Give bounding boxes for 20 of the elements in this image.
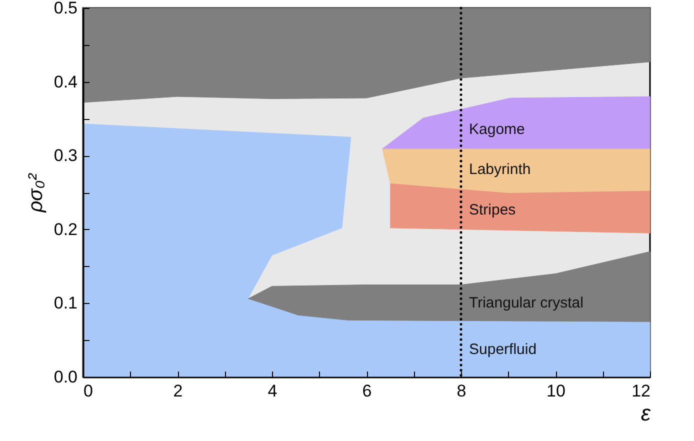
y-tick-label: 0.1 <box>54 294 78 313</box>
series-label: Labyrinth <box>469 161 531 178</box>
x-tick-label: 4 <box>268 382 278 400</box>
series-label: Triangular crystal <box>469 294 584 312</box>
y-tick-label: 0.4 <box>54 72 78 92</box>
series-label: Stripes <box>469 201 516 218</box>
series-label: Kagome <box>469 121 525 138</box>
x-tick-label: 6 <box>362 382 372 400</box>
x-tick-label: 8 <box>456 382 466 400</box>
x-tick-label: 0 <box>84 382 93 400</box>
y-tick-label: 0.5 <box>54 0 78 18</box>
x-axis-title: ε <box>640 400 651 426</box>
y-tick-label: 0.0 <box>54 368 78 386</box>
x-tick-label: 2 <box>173 382 183 400</box>
x-tick-label: 10 <box>546 382 566 400</box>
y-axis-title: ρσ₀² <box>24 172 47 214</box>
x-tick-label: 12 <box>632 382 650 400</box>
series-label: Superfluid <box>469 340 537 358</box>
y-tick-label: 0.2 <box>54 220 78 239</box>
y-tick-label: 0.3 <box>54 146 78 166</box>
